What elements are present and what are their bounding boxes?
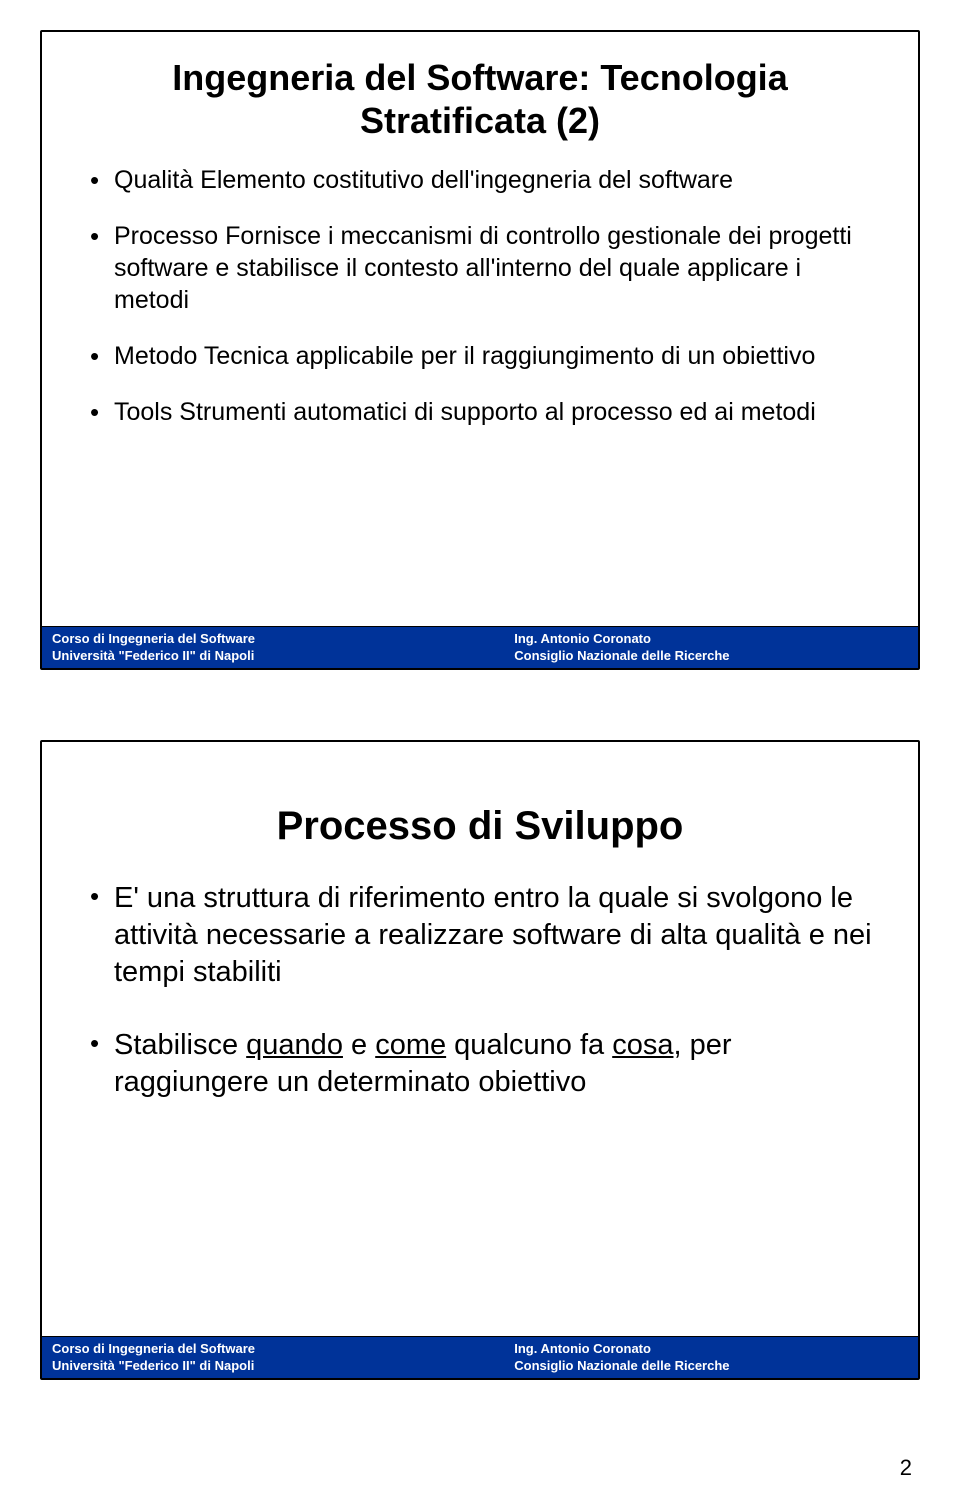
footer-course: Corso di Ingegneria del Software	[52, 631, 514, 646]
slide-1-title-line1: Ingegneria del Software: Tecnologia	[172, 57, 787, 98]
footer-university: Università "Federico II" di Napoli	[52, 648, 514, 663]
b2-mid1: e	[343, 1029, 375, 1061]
footer-institution: Consiglio Nazionale delle Ricerche	[514, 648, 908, 663]
b2-u1: quando	[246, 1029, 343, 1061]
slide-2-bullet-1: E' una struttura di riferimento entro la…	[88, 880, 882, 991]
b2-mid2: qualcuno fa	[446, 1029, 612, 1061]
footer-university: Università "Federico II" di Napoli	[52, 1358, 514, 1373]
b2-pre: Stabilisce	[114, 1029, 246, 1061]
slide-2: Processo di Sviluppo E' una struttura di…	[40, 740, 920, 1380]
slide-1: Ingegneria del Software: Tecnologia Stra…	[40, 30, 920, 670]
slide-1-footer: Corso di Ingegneria del Software Univers…	[42, 626, 918, 668]
slide-1-title-line2: Stratificata (2)	[360, 100, 600, 141]
page-container: Ingegneria del Software: Tecnologia Stra…	[0, 0, 960, 1501]
slide-1-bullet-3: Metodo Tecnica applicabile per il raggiu…	[88, 340, 882, 372]
slide-2-bullets: E' una struttura di riferimento entro la…	[78, 880, 882, 1102]
slide-1-bullet-4: Tools Strumenti automatici di supporto a…	[88, 396, 882, 428]
slide-1-bullet-2: Processo Fornisce i meccanismi di contro…	[88, 220, 882, 316]
slide-2-footer: Corso di Ingegneria del Software Univers…	[42, 1336, 918, 1378]
slide-2-footer-left: Corso di Ingegneria del Software Univers…	[52, 1341, 514, 1373]
footer-author: Ing. Antonio Coronato	[514, 631, 908, 646]
slide-2-title: Processo di Sviluppo	[78, 802, 882, 850]
slide-1-footer-right: Ing. Antonio Coronato Consiglio Nazional…	[514, 631, 908, 663]
footer-author: Ing. Antonio Coronato	[514, 1341, 908, 1356]
b2-u3: cosa	[612, 1029, 673, 1061]
slide-1-bullet-1: Qualità Elemento costitutivo dell'ingegn…	[88, 164, 882, 196]
b2-u2: come	[375, 1029, 446, 1061]
slide-1-body: Ingegneria del Software: Tecnologia Stra…	[42, 32, 918, 626]
slide-2-body: Processo di Sviluppo E' una struttura di…	[42, 742, 918, 1336]
slide-1-title: Ingegneria del Software: Tecnologia Stra…	[78, 56, 882, 142]
footer-course: Corso di Ingegneria del Software	[52, 1341, 514, 1356]
slide-2-footer-right: Ing. Antonio Coronato Consiglio Nazional…	[514, 1341, 908, 1373]
footer-institution: Consiglio Nazionale delle Ricerche	[514, 1358, 908, 1373]
slide-1-footer-left: Corso di Ingegneria del Software Univers…	[52, 631, 514, 663]
page-number: 2	[900, 1455, 912, 1481]
slide-1-bullets: Qualità Elemento costitutivo dell'ingegn…	[78, 164, 882, 428]
slide-2-bullet-2: Stabilisce quando e come qualcuno fa cos…	[88, 1027, 882, 1101]
